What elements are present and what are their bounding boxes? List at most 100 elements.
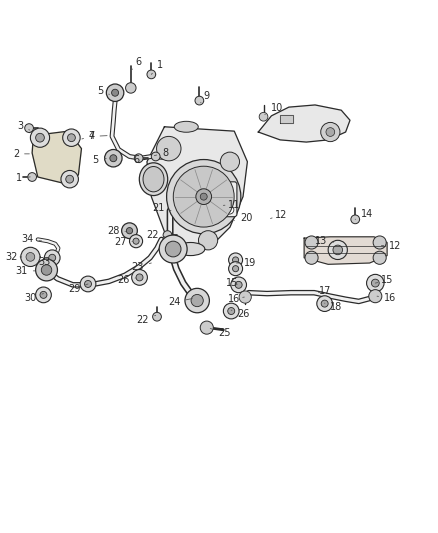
Circle shape <box>231 277 247 293</box>
Text: 26: 26 <box>117 276 135 286</box>
Text: 21: 21 <box>152 203 171 213</box>
Text: 31: 31 <box>15 266 35 276</box>
Polygon shape <box>32 131 81 184</box>
Circle shape <box>44 250 60 265</box>
Text: 1: 1 <box>151 60 163 75</box>
Text: 5: 5 <box>97 86 110 96</box>
Circle shape <box>28 173 36 181</box>
Circle shape <box>215 198 230 213</box>
Circle shape <box>173 166 234 227</box>
Circle shape <box>333 245 343 255</box>
Circle shape <box>305 236 318 249</box>
Text: 6: 6 <box>131 57 141 71</box>
Text: 34: 34 <box>21 235 42 245</box>
Polygon shape <box>147 127 247 249</box>
Text: 10: 10 <box>265 103 283 115</box>
Circle shape <box>159 235 187 263</box>
Circle shape <box>321 123 340 142</box>
Circle shape <box>367 274 384 292</box>
Text: 33: 33 <box>39 257 51 267</box>
Circle shape <box>200 321 213 334</box>
Circle shape <box>126 83 136 93</box>
Circle shape <box>326 128 335 136</box>
Circle shape <box>80 276 96 292</box>
Text: 26: 26 <box>231 309 250 319</box>
Circle shape <box>235 281 242 288</box>
Circle shape <box>35 133 44 142</box>
Circle shape <box>35 259 57 281</box>
Circle shape <box>371 279 379 287</box>
Circle shape <box>200 193 207 200</box>
Text: 15: 15 <box>375 276 393 286</box>
Text: 9: 9 <box>201 91 210 103</box>
Circle shape <box>229 253 243 267</box>
Circle shape <box>229 262 243 276</box>
Text: 29: 29 <box>68 284 88 294</box>
Circle shape <box>225 198 234 206</box>
Circle shape <box>305 251 318 264</box>
Text: 16: 16 <box>228 294 244 304</box>
Circle shape <box>228 308 235 314</box>
Ellipse shape <box>143 166 164 192</box>
Text: 2: 2 <box>13 149 29 159</box>
Circle shape <box>122 223 138 239</box>
Circle shape <box>61 171 78 188</box>
Polygon shape <box>280 115 293 123</box>
Circle shape <box>165 241 181 257</box>
Circle shape <box>21 247 40 266</box>
Circle shape <box>40 292 47 298</box>
Circle shape <box>369 289 382 303</box>
Circle shape <box>151 152 160 161</box>
Text: 14: 14 <box>355 209 373 220</box>
Circle shape <box>223 303 239 319</box>
Circle shape <box>163 231 172 239</box>
Text: 22: 22 <box>146 230 165 240</box>
Circle shape <box>195 96 204 105</box>
Text: 23: 23 <box>131 262 151 271</box>
Circle shape <box>152 312 161 321</box>
Circle shape <box>136 274 143 281</box>
Circle shape <box>194 198 202 206</box>
Circle shape <box>321 300 328 307</box>
Circle shape <box>132 270 148 285</box>
Circle shape <box>166 159 241 234</box>
Text: 17: 17 <box>318 286 331 295</box>
Circle shape <box>106 84 124 101</box>
Circle shape <box>147 70 155 79</box>
Text: 1: 1 <box>15 173 30 183</box>
Circle shape <box>198 231 218 250</box>
Circle shape <box>225 205 234 214</box>
Circle shape <box>67 134 75 142</box>
Polygon shape <box>304 237 387 264</box>
Circle shape <box>259 112 268 121</box>
Circle shape <box>373 236 386 249</box>
Text: 3: 3 <box>17 121 30 131</box>
Ellipse shape <box>139 163 168 196</box>
Text: 30: 30 <box>24 293 43 303</box>
Text: 19: 19 <box>237 258 257 268</box>
Circle shape <box>26 253 35 261</box>
Circle shape <box>317 296 332 311</box>
Circle shape <box>133 238 139 244</box>
Circle shape <box>30 128 49 147</box>
Circle shape <box>35 287 51 303</box>
Text: 25: 25 <box>210 328 231 338</box>
Circle shape <box>105 149 122 167</box>
Text: 22: 22 <box>137 315 155 325</box>
Text: 7: 7 <box>88 132 107 141</box>
Text: 12: 12 <box>381 240 402 251</box>
Text: 28: 28 <box>107 225 125 236</box>
Circle shape <box>196 189 212 205</box>
Circle shape <box>328 240 347 260</box>
Ellipse shape <box>177 243 205 256</box>
Text: 15: 15 <box>226 278 239 288</box>
Polygon shape <box>258 105 350 142</box>
Circle shape <box>233 265 239 272</box>
Circle shape <box>85 280 92 287</box>
Circle shape <box>156 136 181 161</box>
Circle shape <box>112 89 119 96</box>
Circle shape <box>110 155 117 161</box>
Text: 8: 8 <box>154 148 168 158</box>
Text: 11: 11 <box>223 199 240 209</box>
Circle shape <box>66 175 74 183</box>
